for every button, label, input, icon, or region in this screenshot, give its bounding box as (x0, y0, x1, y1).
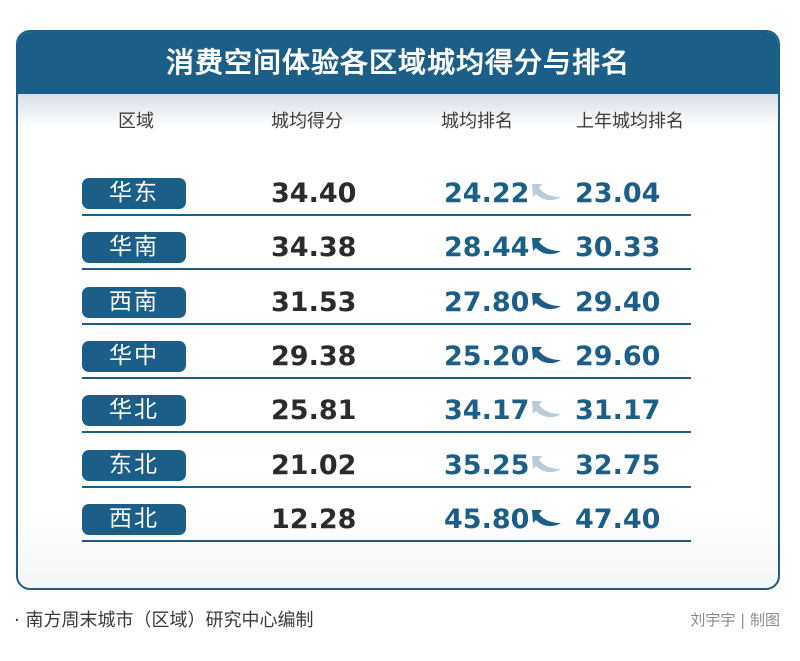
score-value: 34.40 (271, 178, 357, 209)
region-label: 西南 (82, 287, 186, 318)
row-underline (82, 431, 691, 433)
rank-value: 28.44 (444, 232, 530, 263)
curved-arrow-up-icon (532, 347, 561, 364)
table-row: 东北 21.02 35.25 32.75 (82, 450, 691, 488)
title-shadow (18, 94, 778, 128)
row-underline (82, 323, 691, 325)
rank-value: 35.25 (444, 450, 530, 481)
table-row: 华南 34.38 28.44 30.33 (82, 232, 691, 270)
row-underline (82, 214, 691, 216)
prev-rank-value: 23.04 (575, 178, 661, 209)
column-header-rank: 城均排名 (441, 111, 513, 132)
curved-arrow-down-icon (532, 401, 561, 418)
rank-value: 24.22 (444, 178, 530, 209)
table-row: 华中 29.38 25.20 29.60 (82, 341, 691, 379)
rank-value: 45.80 (444, 504, 530, 535)
curved-arrow-up-icon (532, 510, 561, 527)
prev-rank-value: 29.40 (575, 287, 661, 318)
row-underline (82, 377, 691, 379)
curved-arrow-down-icon (532, 456, 561, 473)
score-value: 34.38 (271, 232, 357, 263)
chart-title: 消费空间体验各区域城均得分与排名 (18, 32, 778, 94)
rank-value: 27.80 (444, 287, 530, 318)
row-underline (82, 540, 691, 542)
region-label: 东北 (82, 450, 186, 481)
table-row: 华北 25.81 34.17 31.17 (82, 395, 691, 433)
row-underline (82, 486, 691, 488)
curved-arrow-up-icon (532, 293, 561, 310)
prev-rank-value: 30.33 (575, 232, 661, 263)
score-value: 25.81 (271, 395, 357, 426)
prev-rank-value: 32.75 (575, 450, 661, 481)
credit-note: 刘宇宇 | 制图 (690, 611, 780, 629)
region-label: 西北 (82, 504, 186, 535)
rank-value: 25.20 (444, 341, 530, 372)
rank-value: 34.17 (444, 395, 530, 426)
curved-arrow-down-icon (532, 184, 561, 201)
score-value: 29.38 (271, 341, 357, 372)
column-header-score: 城均得分 (271, 111, 343, 132)
table-row: 西南 31.53 27.80 29.40 (82, 287, 691, 325)
table-row: 华东 34.40 24.22 23.04 (82, 178, 691, 216)
prev-rank-value: 29.60 (575, 341, 661, 372)
score-value: 31.53 (271, 287, 357, 318)
table-row: 西北 12.28 45.80 47.40 (82, 504, 691, 542)
source-note: · 南方周末城市（区域）研究中心编制 (14, 610, 314, 631)
column-header-prev-rank: 上年城均排名 (576, 111, 684, 132)
region-label: 华中 (82, 341, 186, 372)
column-header-region: 区域 (118, 111, 154, 132)
prev-rank-value: 47.40 (575, 504, 661, 535)
row-underline (82, 268, 691, 270)
region-label: 华南 (82, 232, 186, 263)
region-label: 华东 (82, 178, 186, 209)
region-label: 华北 (82, 395, 186, 426)
curved-arrow-up-icon (532, 238, 561, 255)
score-value: 12.28 (271, 504, 357, 535)
prev-rank-value: 31.17 (575, 395, 661, 426)
score-value: 21.02 (271, 450, 357, 481)
